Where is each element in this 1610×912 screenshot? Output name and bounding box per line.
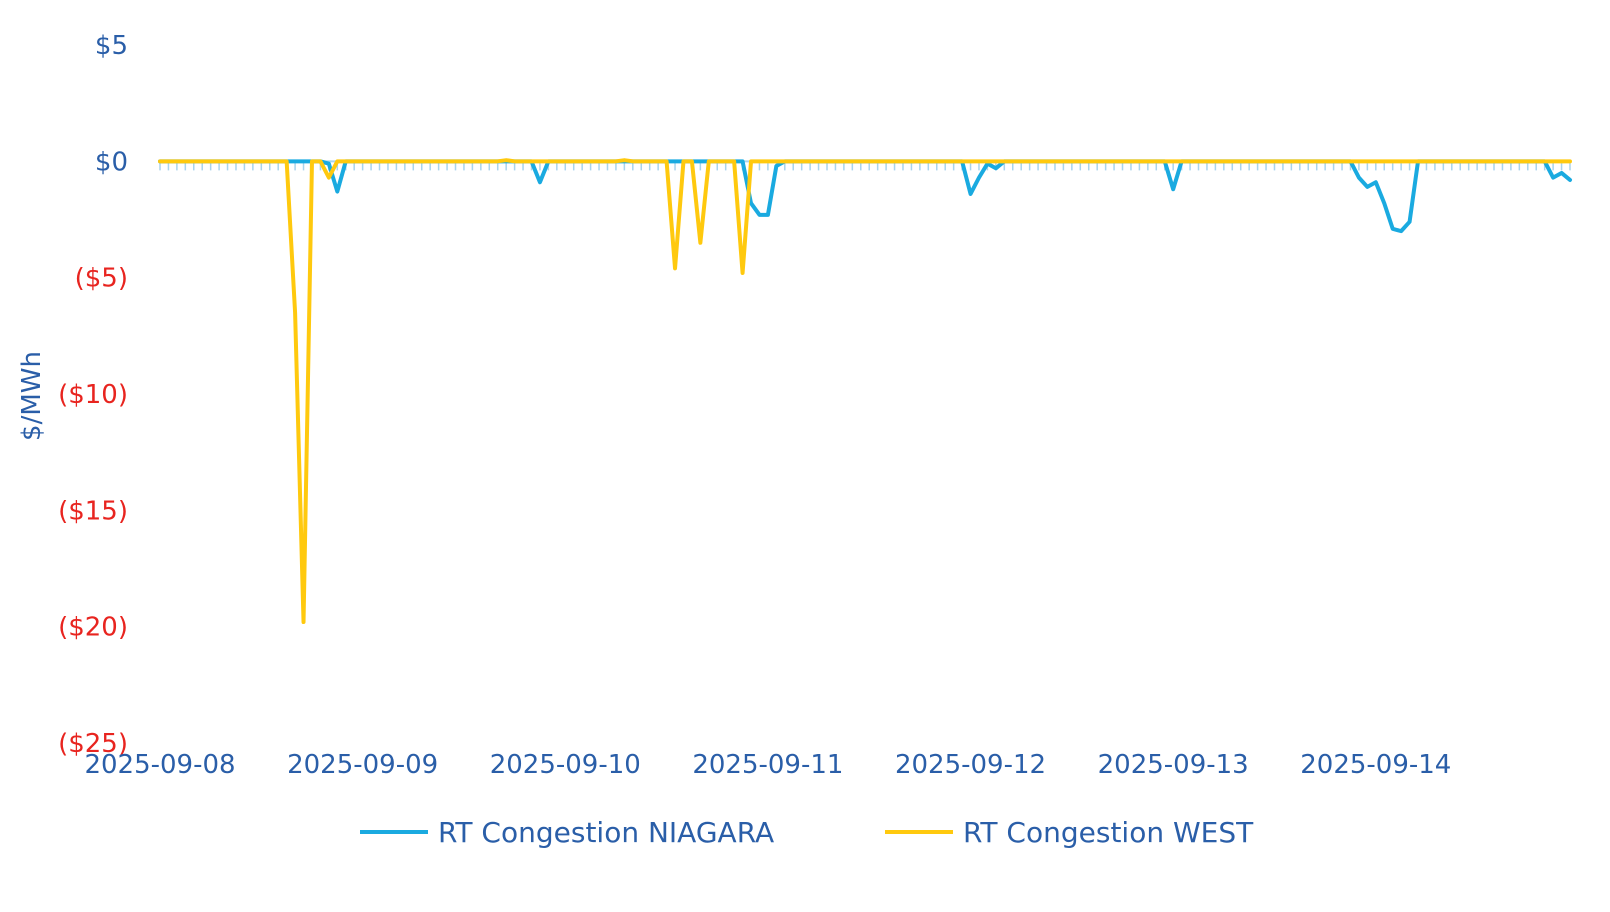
x-tick-label: 2025-09-10 [490,750,641,780]
x-axis-ticks: 2025-09-08 2025-09-09 2025-09-10 2025-09-11… [84,750,1451,780]
y-axis-ticks: $5 $0 ($5) ($10) ($15) ($20) ($25) [58,31,128,759]
y-axis-label: $/MWh [17,351,47,441]
y-tick-label: ($5) [75,264,128,294]
x-tick-label: 2025-09-11 [692,750,843,780]
y-tick-label: ($25) [58,729,128,759]
legend-label: RT Congestion WEST [963,816,1254,849]
y-tick-label: ($15) [58,496,128,526]
x-tick-label: 2025-09-13 [1098,750,1249,780]
legend-label: RT Congestion NIAGARA [438,816,774,849]
y-tick-label: $0 [95,147,128,177]
y-tick-label: $5 [95,31,128,61]
y-tick-label: ($20) [58,613,128,643]
series-line-niagara [158,159,1572,234]
x-tick-label: 2025-09-12 [895,750,1046,780]
series-lines [158,158,1572,625]
x-tick-label: 2025-09-08 [84,750,235,780]
series-line-west [158,158,1572,625]
y-tick-label: ($10) [58,380,128,410]
legend: RT Congestion NIAGARA RT Congestion WEST [360,816,1254,849]
x-tick-label: 2025-09-09 [287,750,438,780]
x-tick-label: 2025-09-14 [1300,750,1451,780]
